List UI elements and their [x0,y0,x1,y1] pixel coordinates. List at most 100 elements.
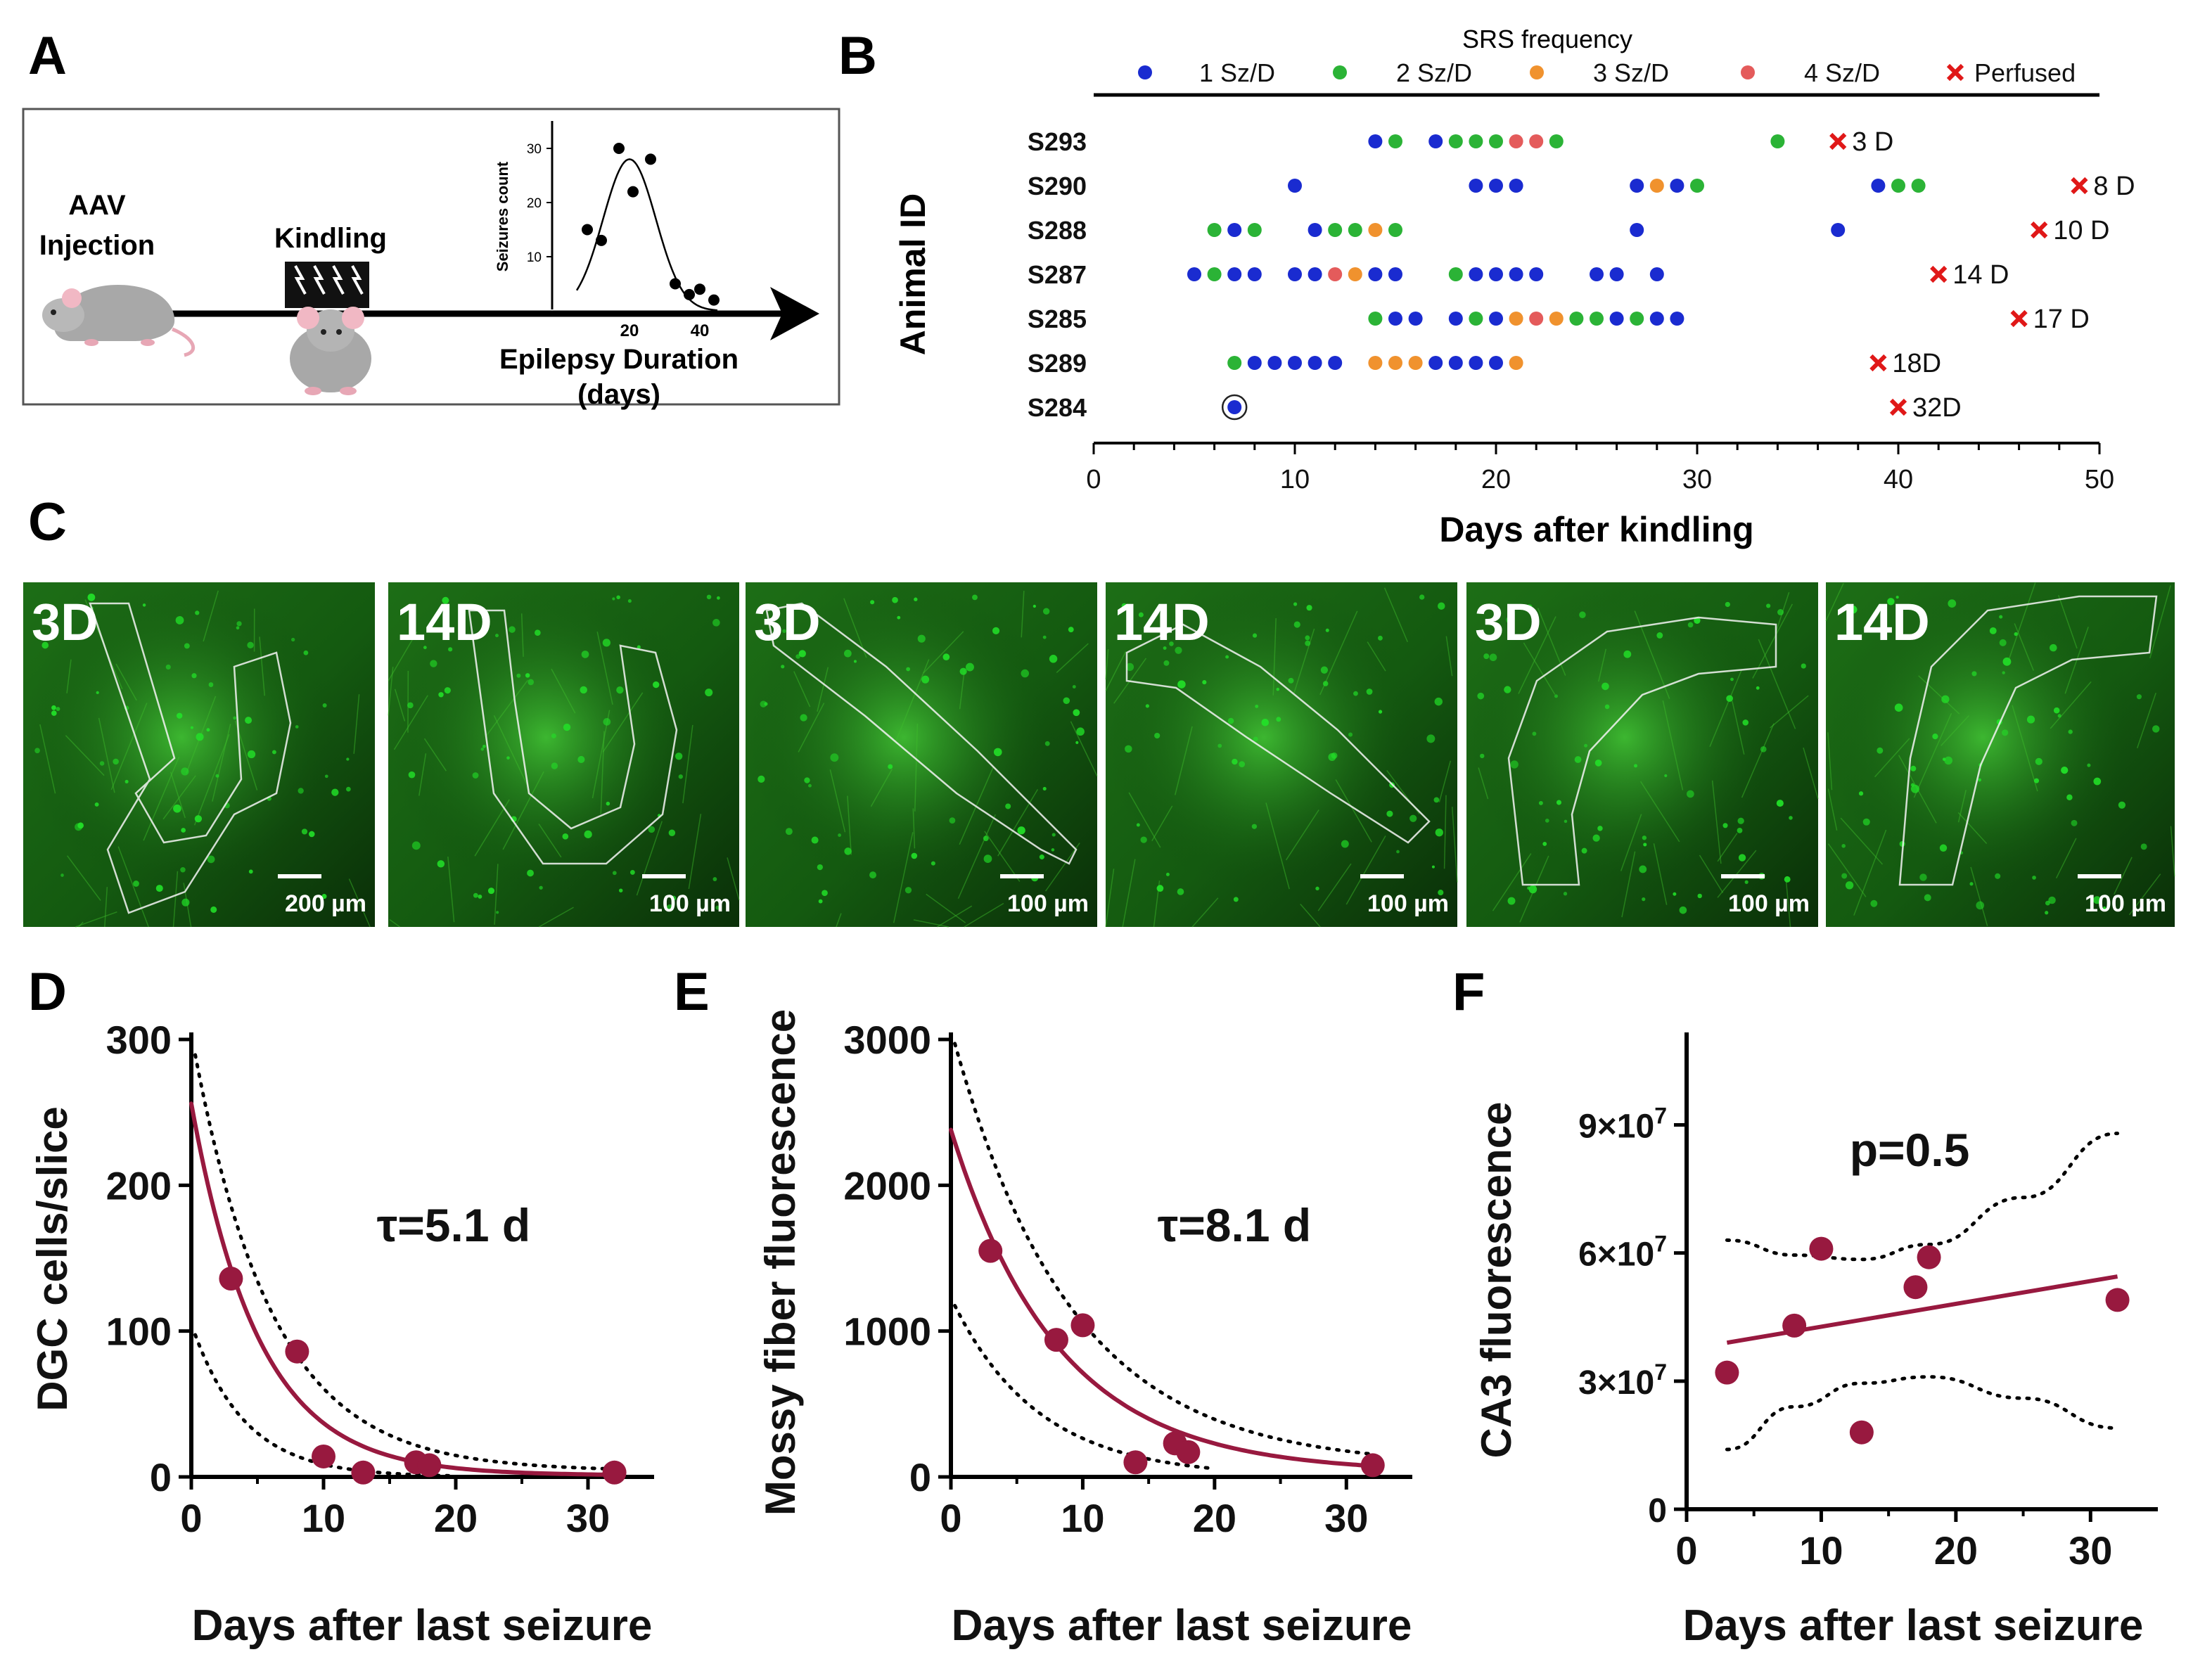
neurite [117,846,149,928]
labeled-cell [897,615,901,620]
data-point [2105,1288,2130,1312]
perfused-label: 14 D [1952,260,2009,290]
data-point [1070,1313,1095,1338]
inset-point [645,153,656,165]
labeled-cell [1538,800,1543,805]
labeled-cell [1276,717,1281,722]
seizure-day-marker [1590,312,1604,326]
neurite [1620,814,1642,871]
labeled-cell [1225,655,1229,659]
inset-point [613,143,625,154]
labeled-cell [1435,828,1443,837]
seizure-day-marker [1288,179,1302,193]
perfused-marker [1930,265,1948,283]
seizure-day-marker [1831,223,1846,237]
neurite [829,769,846,833]
labeled-cell [236,626,240,630]
labeled-cell [1434,697,1443,706]
labeled-cell [308,831,315,838]
neurite [1785,882,1791,928]
neurite [1443,795,1447,869]
labeled-cell [1039,854,1044,860]
timeline-arrowhead [770,287,819,340]
labeled-cell [1483,653,1490,660]
b-x-tick-label: 10 [1280,465,1310,494]
labeled-cell [1910,765,1917,772]
region-outline [1125,623,1431,844]
labeled-cell [675,753,683,760]
b-rows: S293 3 D S290 8 D S288 10 D S287 14 D S285 17 D S2… [1028,127,2135,423]
labeled-cell [1726,695,1733,703]
seizure-day-marker [1489,312,1503,326]
neurite [2050,681,2092,729]
seizure-day-marker [1891,179,1905,193]
labeled-cell [208,682,214,687]
seizure-day-marker [1670,179,1684,193]
labeled-cell [478,894,482,899]
labeled-cell [195,610,200,615]
labeled-cell [2087,763,2091,767]
labeled-cell [1261,719,1270,726]
neurite [39,724,56,794]
labeled-cell [1579,611,1586,618]
legend-label: 4 Sz/D [1804,58,1880,87]
labeled-cell [1969,882,1974,886]
seizure-day-marker [1911,179,1926,193]
x-tick-label: 20 [1934,1528,1978,1573]
labeled-cell [678,774,683,779]
ci-lower-band [953,1304,1214,1471]
seizure-day-marker [1529,134,1544,148]
neurite [596,632,613,705]
labeled-cell [298,788,304,794]
neurite [104,887,108,928]
labeled-cell [1239,761,1246,767]
neurite [984,831,1021,882]
labeled-cell [271,750,276,755]
labeled-cell [322,703,327,708]
inset-point [708,294,720,306]
labeled-cell [830,753,839,762]
neurite [1874,738,1910,778]
neurite [957,814,996,899]
y-tick-label: 200 [106,1163,172,1208]
y-tick-label: 3×107 [1578,1359,1667,1402]
region-outline [765,602,1078,865]
panel-a-frame [22,108,840,406]
inset-ytick-10: 10 [527,250,542,265]
neurite [2055,838,2077,879]
neurite [1803,747,1819,800]
labeled-cell [931,861,935,866]
neurite [212,724,231,802]
labeled-cell [210,906,217,914]
neurite [1827,788,1838,831]
neurite [1741,723,1775,798]
legend-marker [1138,65,1152,79]
labeled-cell [245,717,252,724]
labeled-cell [1121,603,1127,609]
animal-id-s293: S293 [1028,127,1087,156]
labeled-cell [1574,756,1582,763]
labeled-cell [1760,745,1767,753]
labeled-cell [194,815,203,823]
labeled-cell [629,870,635,875]
neurite [997,788,1039,857]
labeled-cell [165,664,171,670]
labeled-cell [760,700,767,708]
labeled-cell [1584,743,1588,748]
seizure-day-marker [1871,179,1886,193]
labeled-cell [2002,657,2012,666]
neurite [1711,780,1722,864]
labeled-cell [539,885,543,890]
seizure-day-marker [1368,312,1383,326]
seizure-day-marker [1469,356,1483,370]
labeled-cell [495,634,499,638]
neurite [964,902,1004,928]
labeled-cell [133,881,139,887]
perfused-label: 8 D [2093,172,2135,201]
labeled-cell [1528,885,1537,894]
labeled-cell [442,596,449,604]
neurite [923,631,964,674]
seizure-day-marker [1469,267,1483,281]
neurite [798,703,825,753]
